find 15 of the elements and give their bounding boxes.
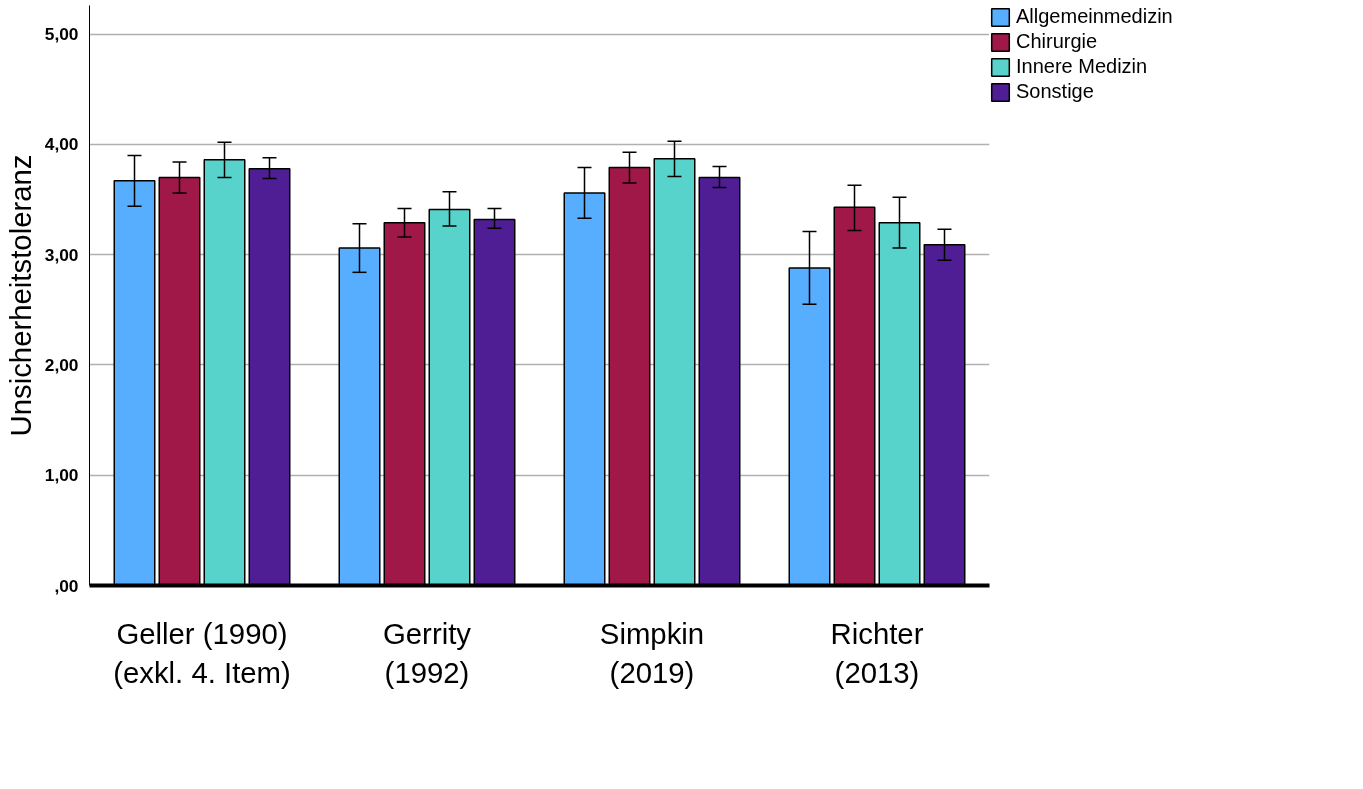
y-tick-label: 3,00 bbox=[44, 244, 79, 265]
x-tick-label: Simpkin (2019) bbox=[599, 616, 705, 690]
legend-label: Chirurgie bbox=[1016, 30, 1098, 53]
legend-label: Innere Medizin bbox=[1016, 55, 1148, 78]
y-tick-label: 1,00 bbox=[44, 465, 79, 486]
x-tick-label: Richter (2013) bbox=[830, 616, 924, 690]
legend-label: Allgemeinmedizin bbox=[1016, 5, 1173, 28]
y-tick-label: ,00 bbox=[54, 575, 79, 596]
legend-label: Sonstige bbox=[1016, 80, 1094, 103]
y-tick-label: 5,00 bbox=[44, 24, 79, 45]
y-tick-label: 2,00 bbox=[44, 354, 79, 375]
y-axis-title: Unsicherheitstoleranz bbox=[3, 154, 37, 437]
y-tick-label: 4,00 bbox=[44, 134, 79, 155]
x-tick-label: Geller (1990) (exkl. 4. Item) bbox=[113, 616, 291, 690]
x-tick-label: Gerrity (1992) bbox=[383, 616, 472, 690]
